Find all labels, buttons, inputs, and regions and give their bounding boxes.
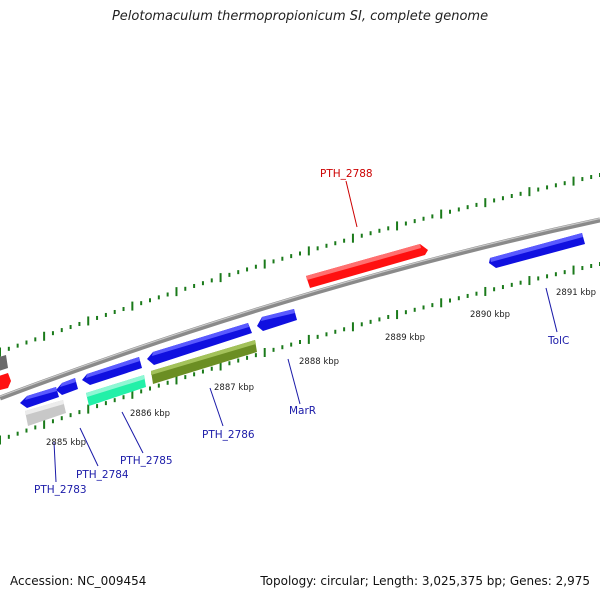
scale-label-2887: 2887 kbp <box>214 383 254 393</box>
forward-tick-row <box>0 173 600 357</box>
leader-pth-2783 <box>53 441 57 483</box>
reverse-tick-row <box>0 262 600 445</box>
gene-blue-7[interactable] <box>20 387 59 408</box>
gene-label-tolc: TolC <box>547 335 569 347</box>
leader-marr <box>287 358 301 405</box>
gene-label-pth-2786: PTH_2786 <box>202 429 255 441</box>
scale-label-2885: 2885 kbp <box>46 438 86 448</box>
scale-label-2891: 2891 kbp <box>556 288 596 298</box>
genome-title: Pelotomaculum thermopropionicum SI, comp… <box>111 9 489 24</box>
gene-label-pth-2784: PTH_2784 <box>76 469 129 481</box>
gene-label-pth-2785: PTH_2785 <box>120 455 173 467</box>
scale-label-2888: 2888 kbp <box>299 357 339 367</box>
leader-pth-2784 <box>79 427 99 467</box>
gene-pth-2786-blue[interactable] <box>147 323 252 365</box>
gene-blue-5[interactable] <box>82 357 142 385</box>
leader-pth-2785 <box>121 411 144 454</box>
leader-tolc <box>545 287 558 333</box>
partial-gene-grey <box>0 355 8 371</box>
accession-text: Accession: NC_009454 <box>10 574 147 588</box>
gene-label-pth-2783: PTH_2783 <box>34 484 87 496</box>
gene-pth-2786[interactable] <box>151 340 257 384</box>
scale-label-2886: 2886 kbp <box>130 409 170 419</box>
gene-pth-2788[interactable] <box>306 244 428 288</box>
gene-tolc[interactable] <box>489 233 585 268</box>
scale-label-2890: 2890 kbp <box>470 310 510 320</box>
leader-pth-2788 <box>345 180 358 228</box>
scale-label-2889: 2889 kbp <box>385 333 425 343</box>
gene-pth-2785[interactable] <box>86 375 146 406</box>
gene-blue-6[interactable] <box>56 378 78 395</box>
gene-label-pth-2788: PTH_2788 <box>320 168 373 180</box>
partial-gene-red <box>0 373 11 390</box>
leader-pth-2786 <box>209 387 224 427</box>
genome-backbone <box>0 217 600 401</box>
gene-marr[interactable] <box>257 309 297 331</box>
topology-text: Topology: circular; Length: 3,025,375 bp… <box>260 574 590 588</box>
genome-backbone-highlight <box>0 217 600 398</box>
gene-pth-2783[interactable] <box>25 400 66 426</box>
gene-label-marr: MarR <box>289 405 316 417</box>
